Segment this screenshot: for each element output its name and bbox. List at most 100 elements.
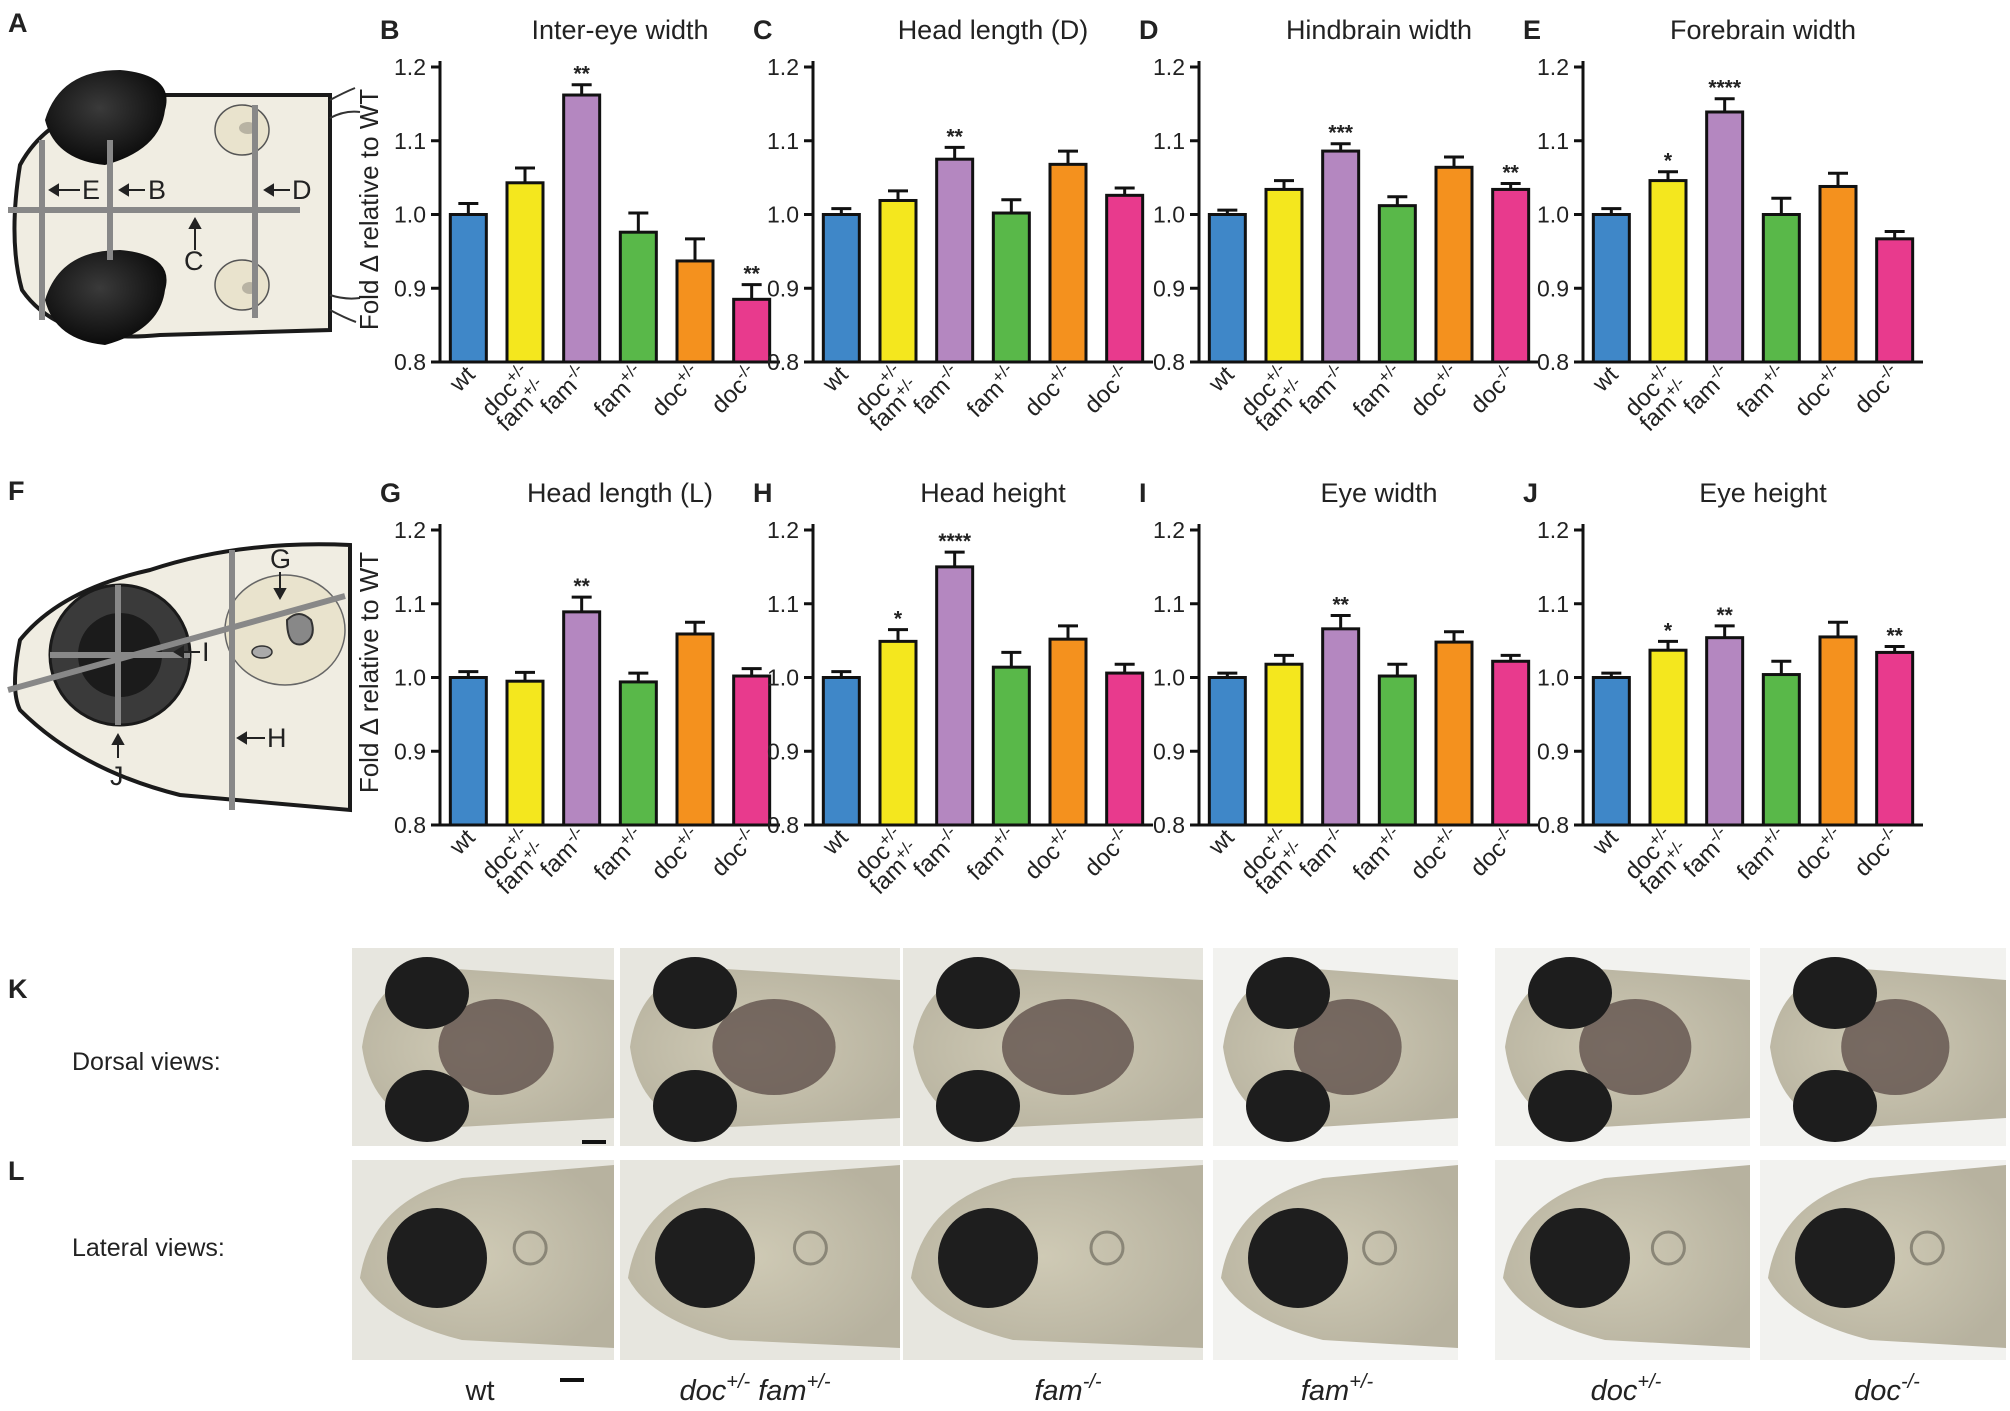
photo-eye [1795, 1208, 1895, 1308]
bar [1048, 637, 1088, 827]
y-tick-label: 1.0 [1153, 665, 1185, 691]
y-tick-label: 1.1 [1537, 128, 1569, 154]
chart-panel-c: C Head length (D) 0.8 0.9 1.0 1.1 1.2 wt doc+/-f… [753, 15, 1153, 437]
photo-eye [936, 1070, 1020, 1142]
panel-f-lateral-diagram: F I J H G [7, 476, 352, 813]
bar [448, 213, 488, 364]
bar [991, 211, 1031, 364]
photo-eye [1793, 1070, 1877, 1142]
significance-marker: * [1664, 150, 1673, 173]
photo-eye [1248, 1208, 1348, 1308]
photo-eye [385, 957, 469, 1029]
significance-marker: ** [573, 63, 590, 86]
significance-marker: * [894, 608, 903, 631]
y-tick-label: 0.9 [767, 738, 799, 764]
y-tick-label: 1.2 [1537, 517, 1569, 543]
category-label: fam+/- [960, 822, 1024, 886]
bar [878, 639, 918, 827]
otic-vesicle-bottom [214, 259, 270, 311]
label-j: J [110, 761, 124, 791]
y-tick-label: 1.2 [767, 54, 799, 80]
chart-title: Head height [920, 478, 1066, 508]
bar [618, 680, 658, 827]
label-g: G [270, 544, 291, 574]
bar [1591, 213, 1631, 364]
chart-panel-j: J Eye height 0.8 0.9 1.0 1.1 1.2 wt * doc+/-fam+/… [1523, 478, 1923, 900]
bar [935, 157, 975, 364]
bar [675, 632, 715, 827]
label-c: C [184, 246, 204, 276]
significance-marker: **** [938, 530, 972, 553]
category-label: wt [1587, 824, 1624, 861]
category-label: wt [1203, 824, 1240, 861]
bar [1321, 627, 1361, 827]
panel-label: H [753, 478, 773, 508]
panel-label-f: F [8, 476, 25, 506]
category-label: fam+/- [960, 359, 1024, 423]
significance-marker: ** [743, 263, 760, 286]
y-tick-label: 1.1 [1537, 591, 1569, 617]
y-tick-label: 1.1 [767, 591, 799, 617]
y-tick-label: 0.8 [1537, 349, 1569, 375]
photo-eye [653, 1070, 737, 1142]
label-i: I [202, 637, 210, 667]
genotype-caption: fam-/- [1034, 1371, 1102, 1407]
bar [1207, 213, 1247, 364]
bar [821, 676, 861, 827]
eye-top [45, 70, 167, 165]
chart-title: Head length (L) [527, 478, 713, 508]
y-tick-label: 1.2 [1153, 517, 1185, 543]
category-label: doc+/- [1017, 822, 1080, 885]
panel-label: B [380, 15, 400, 45]
y-tick-label: 1.2 [394, 517, 426, 543]
category-label: fam+/- [1346, 822, 1410, 886]
significance-marker: ** [1502, 162, 1519, 185]
bar [562, 93, 602, 364]
y-tick-label: 1.2 [1153, 54, 1185, 80]
bar [1321, 149, 1361, 364]
chart-panel-d: D Hindbrain width 0.8 0.9 1.0 1.1 1.2 wt doc+/-f… [1139, 15, 1539, 437]
bar [1818, 635, 1858, 827]
photo-eye [1528, 957, 1612, 1029]
y-tick-label: 1.2 [394, 54, 426, 80]
label-d: D [292, 175, 312, 205]
y-tick-label: 1.0 [394, 665, 426, 691]
bar [732, 297, 772, 364]
significance-marker: ** [946, 125, 963, 148]
lateral-photo [903, 1160, 1203, 1360]
category-label: doc-/- [1847, 359, 1907, 419]
y-tick-label: 1.1 [394, 591, 426, 617]
y-tick-label: 0.8 [1153, 812, 1185, 838]
y-tick-label: 1.0 [767, 665, 799, 691]
y-axis-label: Fold Δ relative to WT [354, 552, 384, 793]
bar [1705, 636, 1745, 827]
category-label: fam+/- [1730, 359, 1794, 423]
bar [505, 679, 545, 827]
genotype-caption: wt [465, 1375, 495, 1407]
bar [732, 674, 772, 827]
significance-marker: ** [1332, 594, 1349, 617]
bar [1048, 162, 1088, 364]
label-b: B [148, 175, 166, 205]
y-tick-label: 0.9 [394, 275, 426, 301]
chart-panel-h: H Head height 0.8 0.9 1.0 1.1 1.2 wt * doc+/-fam+… [753, 478, 1153, 900]
significance-marker: ** [1716, 604, 1733, 627]
category-label: doc-/- [1847, 822, 1907, 882]
y-tick-label: 0.9 [767, 275, 799, 301]
chart-title: Forebrain width [1670, 15, 1856, 45]
genotype-caption: fam+/- [1301, 1371, 1374, 1407]
category-label: wt [1587, 361, 1624, 398]
significance-marker: * [1664, 619, 1673, 642]
lateral-otic [224, 574, 346, 686]
eye-bottom [45, 250, 167, 345]
bar [618, 230, 658, 364]
category-label: doc+/- [1017, 359, 1080, 422]
significance-marker: ** [573, 575, 590, 598]
y-tick-label: 0.8 [1537, 812, 1569, 838]
genotype-caption: doc+/- fam+/- [680, 1371, 831, 1407]
y-tick-label: 0.8 [394, 812, 426, 838]
y-tick-label: 1.1 [394, 128, 426, 154]
label-h: H [267, 723, 287, 753]
dorsal-photo [903, 948, 1203, 1146]
bar [1264, 662, 1304, 827]
